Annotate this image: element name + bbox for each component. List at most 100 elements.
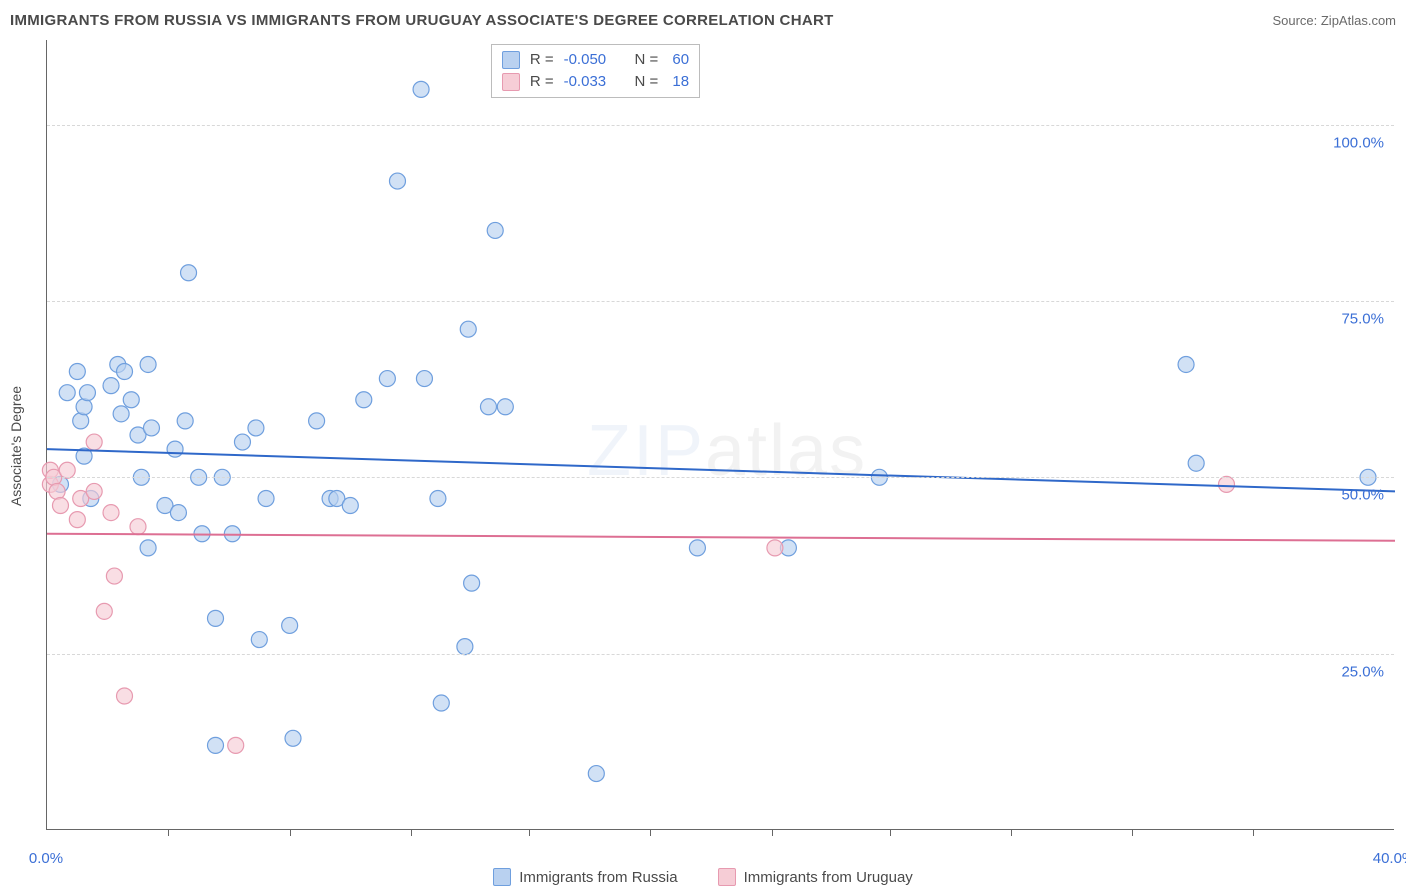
data-point [588, 766, 604, 782]
x-tick [290, 829, 291, 836]
data-point [497, 399, 513, 415]
x-tick [168, 829, 169, 836]
gridline [47, 301, 1394, 302]
y-tick-label: 25.0% [1341, 663, 1384, 680]
y-axis-label: Associate's Degree [8, 386, 24, 506]
data-point [464, 575, 480, 591]
data-point [416, 371, 432, 387]
n-value: 18 [668, 71, 689, 93]
legend-swatch [493, 868, 511, 886]
data-point [69, 512, 85, 528]
x-tick [1253, 829, 1254, 836]
data-point [140, 356, 156, 372]
data-point [389, 173, 405, 189]
n-label: N = [634, 49, 658, 71]
data-point [413, 81, 429, 97]
data-point [457, 639, 473, 655]
x-tick [1132, 829, 1133, 836]
legend-label: Immigrants from Russia [519, 869, 677, 886]
data-point [282, 617, 298, 633]
data-point [285, 730, 301, 746]
chart-title: IMMIGRANTS FROM RUSSIA VS IMMIGRANTS FRO… [10, 12, 834, 29]
x-tick-label: 40.0% [1373, 850, 1406, 867]
data-point [123, 392, 139, 408]
stats-legend-row: R = -0.033 N = 18 [502, 71, 689, 93]
x-tick [772, 829, 773, 836]
x-tick [890, 829, 891, 836]
y-tick-label: 50.0% [1341, 487, 1384, 504]
x-tick [529, 829, 530, 836]
data-point [69, 364, 85, 380]
data-point [379, 371, 395, 387]
x-tick [411, 829, 412, 836]
data-point [96, 603, 112, 619]
data-point [140, 540, 156, 556]
stats-legend: R = -0.050 N = 60 R = -0.033 N = 18 [491, 44, 700, 98]
r-label: R = [530, 49, 554, 71]
title-bar: IMMIGRANTS FROM RUSSIA VS IMMIGRANTS FRO… [10, 8, 1396, 32]
data-point [170, 505, 186, 521]
data-point [143, 420, 159, 436]
data-point [117, 688, 133, 704]
data-point [103, 505, 119, 521]
data-point [177, 413, 193, 429]
data-point [52, 498, 68, 514]
n-value: 60 [668, 49, 689, 71]
data-point [689, 540, 705, 556]
data-point [234, 434, 250, 450]
data-point [113, 406, 129, 422]
data-point [258, 490, 274, 506]
data-point [460, 321, 476, 337]
y-tick-label: 100.0% [1333, 134, 1384, 151]
x-tick [650, 829, 651, 836]
chart-svg [47, 40, 1394, 829]
y-tick-label: 75.0% [1341, 310, 1384, 327]
x-tick [1011, 829, 1012, 836]
data-point [767, 540, 783, 556]
legend-swatch [502, 51, 520, 69]
data-point [49, 483, 65, 499]
data-point [208, 737, 224, 753]
data-point [59, 462, 75, 478]
legend-swatch [502, 73, 520, 91]
data-point [251, 632, 267, 648]
x-tick-label: 0.0% [29, 850, 63, 867]
data-point [342, 498, 358, 514]
legend-label: Immigrants from Uruguay [744, 869, 913, 886]
data-point [430, 490, 446, 506]
data-point [1188, 455, 1204, 471]
data-point [73, 413, 89, 429]
data-point [86, 434, 102, 450]
data-point [167, 441, 183, 457]
data-point [86, 483, 102, 499]
data-point [208, 610, 224, 626]
legend-swatch [718, 868, 736, 886]
data-point [106, 568, 122, 584]
data-point [356, 392, 372, 408]
stats-legend-row: R = -0.050 N = 60 [502, 49, 689, 71]
data-point [1219, 476, 1235, 492]
data-point [480, 399, 496, 415]
data-point [117, 364, 133, 380]
trend-line [47, 534, 1395, 541]
n-label: N = [634, 71, 658, 93]
data-point [103, 378, 119, 394]
gridline [47, 477, 1394, 478]
r-value: -0.033 [564, 71, 607, 93]
data-point [248, 420, 264, 436]
chart-plot-area: ZIPatlas 25.0%50.0%75.0%100.0% [46, 40, 1394, 830]
data-point [1178, 356, 1194, 372]
r-label: R = [530, 71, 554, 93]
data-point [59, 385, 75, 401]
data-point [181, 265, 197, 281]
data-point [79, 385, 95, 401]
legend-item: Immigrants from Uruguay [718, 868, 913, 886]
data-point [487, 222, 503, 238]
gridline [47, 125, 1394, 126]
gridline [47, 654, 1394, 655]
source-label: Source: ZipAtlas.com [1272, 13, 1396, 28]
data-point [76, 399, 92, 415]
legend-item: Immigrants from Russia [493, 868, 677, 886]
data-point [228, 737, 244, 753]
r-value: -0.050 [564, 49, 607, 71]
